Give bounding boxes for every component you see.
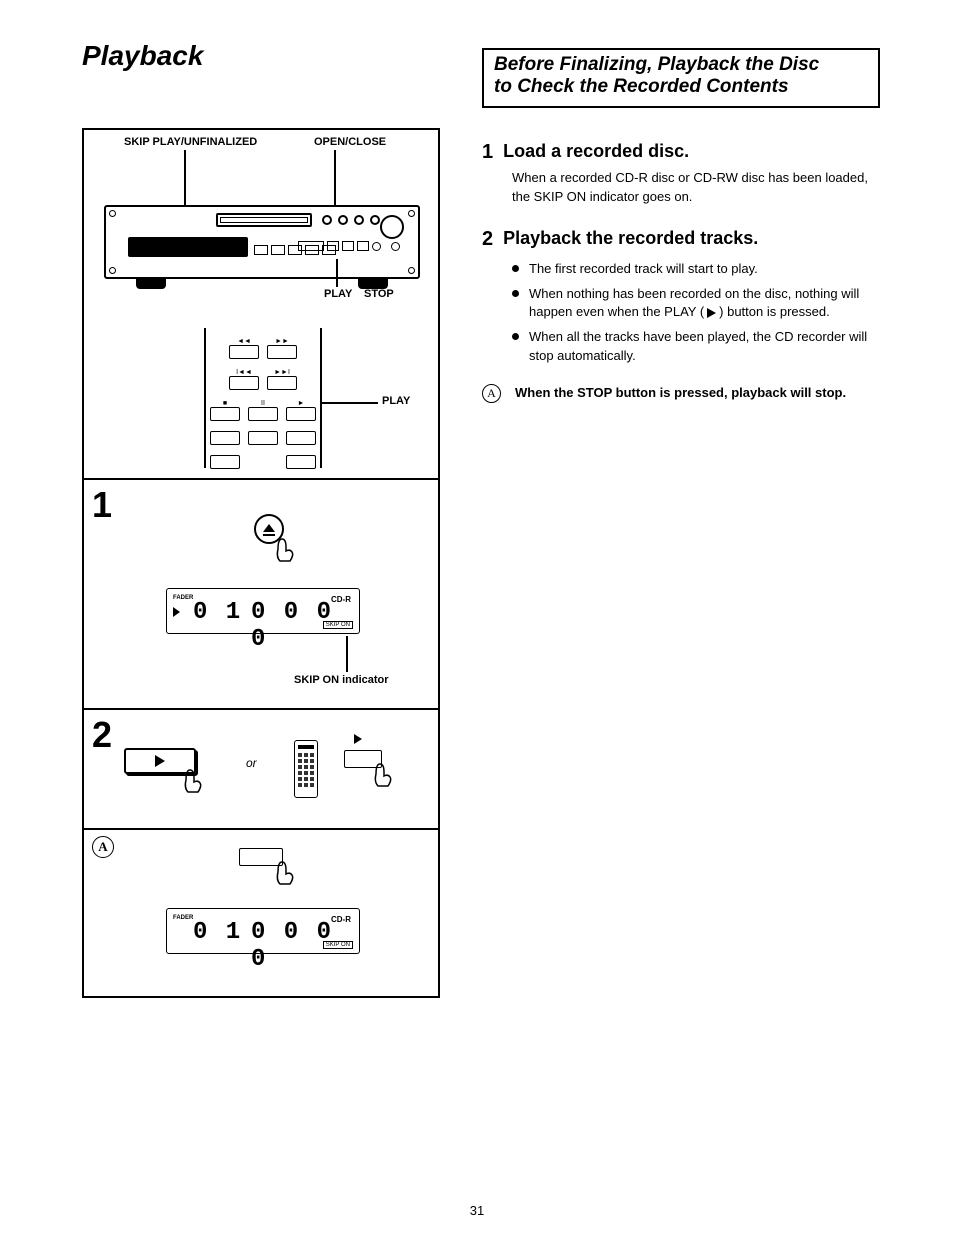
lcd-time-digits: 0 0 0 0 xyxy=(251,599,333,653)
diagram-step-2: 2 or xyxy=(84,710,438,830)
hand-press-icon xyxy=(370,760,394,788)
callout-line xyxy=(334,150,336,208)
step-1-body: When a recorded CD-R disc or CD-RW disc … xyxy=(512,169,882,207)
circle-a-icon: A xyxy=(482,384,501,403)
lcd-display-1: FADER 0 1 0 0 0 0 CD-R SKIP ON xyxy=(166,588,360,634)
step-a-row: A When the STOP button is pressed, playb… xyxy=(482,384,882,403)
callout-line xyxy=(184,150,186,208)
bullet-text-part: ) button is pressed. xyxy=(719,304,830,319)
bullet-item: The first recorded track will start to p… xyxy=(512,260,882,279)
lcd-time-digits: 0 0 0 0 xyxy=(251,919,333,973)
lcd-fader-label: FADER xyxy=(173,915,193,921)
diagram-column: SKIP PLAY/UNFINALIZED OPEN/CLOSE xyxy=(82,128,440,998)
section-title-line2: to Check the Recorded Contents xyxy=(494,76,868,98)
step-letter-a: A xyxy=(92,836,114,858)
circle-a-icon: A xyxy=(92,836,114,858)
step-1-number: 1 xyxy=(482,138,493,167)
lcd-display-2: FADER 0 1 0 0 0 0 CD-R SKIP ON xyxy=(166,908,360,954)
remote-play-triangle-icon xyxy=(354,734,362,744)
lcd-play-triangle-icon xyxy=(173,607,180,617)
step-number-2: 2 xyxy=(92,714,112,756)
bullet-dot-icon xyxy=(512,333,519,340)
step-1-title: Load a recorded disc. xyxy=(503,138,689,167)
bullet-item: When all the tracks have been played, th… xyxy=(512,328,882,366)
lcd-skipon-indicator: SKIP ON xyxy=(323,941,353,949)
mini-remote-icon xyxy=(294,740,318,798)
hand-press-icon xyxy=(180,766,204,794)
bullet-dot-icon xyxy=(512,290,519,297)
callout-skipon: SKIP ON indicator xyxy=(294,674,389,686)
diagram-panel-and-remote: SKIP PLAY/UNFINALIZED OPEN/CLOSE xyxy=(84,130,438,480)
callout-line xyxy=(346,636,348,672)
lcd-track: 0 1 xyxy=(193,599,242,626)
callout-skip-unfinalized: SKIP PLAY/UNFINALIZED xyxy=(124,136,257,148)
callout-remote-play: PLAY xyxy=(382,395,410,407)
play-triangle-icon xyxy=(707,308,716,318)
callout-open-close: OPEN/CLOSE xyxy=(314,136,386,148)
front-panel-illustration xyxy=(104,205,420,279)
lcd-fader-label: FADER xyxy=(173,595,193,601)
callout-line xyxy=(336,259,338,287)
lcd-track: 0 1 xyxy=(193,919,242,946)
instructions-column: 1 Load a recorded disc. When a recorded … xyxy=(482,136,882,403)
lcd-cdr-label: CD-R xyxy=(331,915,351,924)
hand-press-icon xyxy=(272,858,296,886)
bullet-text: When nothing has been recorded on the di… xyxy=(529,285,882,323)
step-2-heading: 2 Playback the recorded tracks. xyxy=(482,225,882,254)
step-2-bullets: The first recorded track will start to p… xyxy=(512,260,882,366)
lcd-skipon-indicator: SKIP ON xyxy=(323,621,353,629)
section-title-box: Before Finalizing, Playback the Disc to … xyxy=(482,48,880,108)
step-number-1: 1 xyxy=(92,484,112,526)
step-2-title: Playback the recorded tracks. xyxy=(503,225,758,254)
bullet-text: When all the tracks have been played, th… xyxy=(529,328,882,366)
diagram-step-a: A FADER 0 1 0 0 0 0 CD-R SKIP ON xyxy=(84,830,438,998)
remote-illustration: ◄◄ ►► I◄◄ ►►I ■ II ► xyxy=(204,328,322,468)
step-a-text: When the STOP button is pressed, playbac… xyxy=(515,384,846,403)
bullet-item: When nothing has been recorded on the di… xyxy=(512,285,882,323)
callout-line xyxy=(322,402,378,404)
bullet-dot-icon xyxy=(512,265,519,272)
hand-press-icon xyxy=(272,535,296,563)
step-2-number: 2 xyxy=(482,225,493,254)
callout-stop: STOP xyxy=(364,288,394,300)
bullet-text: The first recorded track will start to p… xyxy=(529,260,758,279)
page-title: Playback xyxy=(82,40,203,72)
lcd-cdr-label: CD-R xyxy=(331,595,351,604)
page-number: 31 xyxy=(470,1203,484,1218)
diagram-step-1: 1 FADER 0 1 0 0 0 0 CD-R SKIP ON SKIP ON… xyxy=(84,480,438,710)
or-label: or xyxy=(246,756,257,770)
section-title-line1: Before Finalizing, Playback the Disc xyxy=(494,54,868,76)
callout-play: PLAY xyxy=(324,288,352,300)
step-1-heading: 1 Load a recorded disc. xyxy=(482,138,882,167)
